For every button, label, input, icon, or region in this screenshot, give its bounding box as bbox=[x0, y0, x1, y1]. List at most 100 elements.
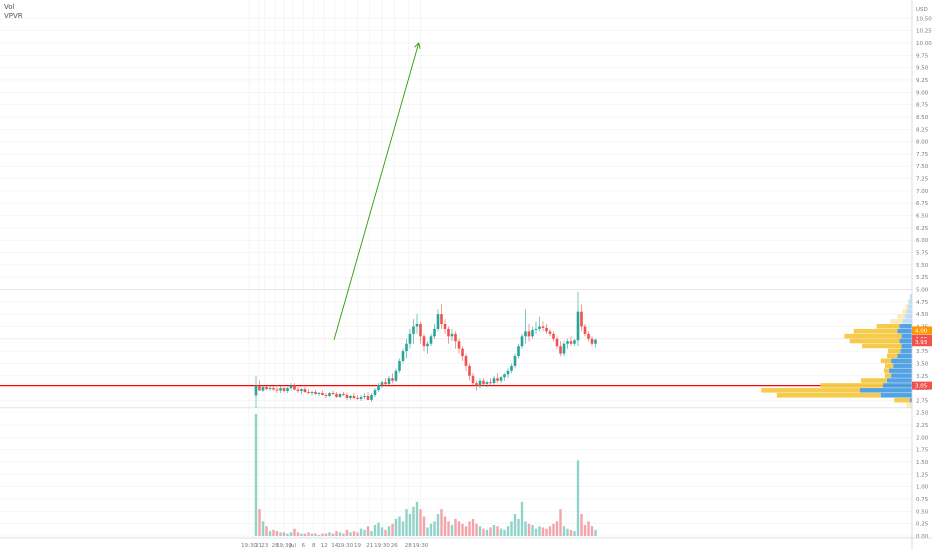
candle bbox=[482, 378, 485, 386]
candle-body bbox=[531, 329, 534, 337]
candle-body bbox=[443, 324, 447, 329]
candle-body bbox=[380, 382, 384, 386]
vpvr-bin-up bbox=[900, 348, 912, 354]
volume-bar bbox=[594, 529, 597, 536]
vpvr-bin-down bbox=[890, 319, 903, 324]
candle bbox=[370, 393, 373, 402]
volume-bar bbox=[405, 509, 408, 536]
candle-body bbox=[587, 333, 590, 339]
candle bbox=[548, 328, 552, 337]
candle bbox=[303, 387, 307, 394]
grid bbox=[0, 0, 912, 537]
candle-body bbox=[307, 392, 310, 394]
volume-bar bbox=[587, 521, 590, 536]
price-tick-label: 1.00 bbox=[916, 485, 929, 491]
candle bbox=[468, 363, 471, 381]
volume-bar bbox=[377, 522, 380, 536]
price-tick-label: 7.00 bbox=[916, 189, 929, 195]
candle-body bbox=[482, 380, 485, 385]
volume-bar bbox=[503, 529, 506, 536]
projection-arrow-layer[interactable] bbox=[333, 42, 421, 340]
volume-bar bbox=[566, 528, 569, 536]
vpvr-bin-down bbox=[905, 304, 908, 309]
candle bbox=[317, 392, 321, 396]
volume-bar bbox=[538, 526, 541, 536]
vpvr-bin-down bbox=[884, 363, 894, 368]
vpvr-bin-up bbox=[882, 383, 912, 388]
volume-bar bbox=[384, 529, 387, 536]
candle-body bbox=[450, 333, 454, 337]
candle-body bbox=[562, 343, 566, 354]
candle-body bbox=[293, 385, 296, 390]
candle-body bbox=[538, 326, 541, 329]
candle bbox=[422, 333, 426, 352]
candle-body bbox=[499, 377, 503, 381]
price-tick-label: 5.75 bbox=[916, 251, 929, 257]
candle bbox=[566, 338, 569, 349]
volume-bar bbox=[468, 521, 471, 536]
indicator-label-vpvr[interactable]: VPVR bbox=[4, 12, 23, 20]
candle bbox=[538, 316, 541, 332]
volume-bar bbox=[531, 525, 534, 536]
candle bbox=[335, 392, 338, 398]
candle bbox=[475, 380, 478, 391]
volume-bar bbox=[548, 526, 552, 536]
volume-bar bbox=[314, 533, 317, 536]
candle-body bbox=[300, 389, 303, 392]
candle bbox=[289, 383, 293, 391]
vpvr-bin-down bbox=[776, 393, 881, 398]
candle-body bbox=[373, 390, 377, 395]
time-tick-label: 19:30 bbox=[276, 543, 292, 549]
price-tick-label: 2.50 bbox=[916, 411, 929, 417]
vpvr-bin-up bbox=[891, 373, 912, 378]
candle-body bbox=[342, 394, 345, 395]
price-tick-label: 9.50 bbox=[916, 66, 929, 72]
price-tick-label: 10.25 bbox=[916, 29, 932, 35]
candle-body bbox=[377, 385, 380, 391]
price-tick-label: 1.75 bbox=[916, 448, 929, 454]
candle-body bbox=[279, 388, 282, 391]
candle bbox=[590, 336, 594, 347]
price-tag-poc: 4.00 bbox=[912, 326, 932, 335]
candle bbox=[559, 341, 562, 357]
price-tick-label: 5.25 bbox=[916, 275, 929, 281]
candle-body bbox=[534, 328, 538, 330]
volume-bar bbox=[440, 509, 443, 536]
volume-bar bbox=[342, 533, 345, 536]
candle-body bbox=[258, 385, 261, 391]
candle bbox=[401, 348, 405, 364]
candle bbox=[485, 380, 489, 388]
candle bbox=[338, 393, 342, 398]
candle-body bbox=[422, 336, 426, 347]
vpvr-bin-up bbox=[893, 363, 912, 368]
vpvr-bin-down bbox=[876, 324, 900, 329]
candle bbox=[447, 326, 450, 344]
candle bbox=[265, 385, 268, 391]
volume-bar bbox=[443, 516, 447, 536]
volume-bar bbox=[398, 516, 401, 536]
price-tick-label: 2.75 bbox=[916, 398, 929, 404]
price-tag-line: 3.05 bbox=[912, 381, 932, 390]
candle bbox=[531, 326, 534, 339]
candle bbox=[356, 394, 359, 400]
candle bbox=[363, 393, 366, 399]
candle bbox=[580, 304, 583, 332]
candle bbox=[328, 392, 331, 397]
time-tick-label: 21 bbox=[366, 543, 373, 549]
candle bbox=[478, 378, 482, 389]
candle bbox=[398, 358, 401, 374]
candle bbox=[450, 328, 454, 342]
volume-bar bbox=[580, 514, 583, 536]
volume-bar bbox=[447, 521, 450, 536]
vpvr-bin-down bbox=[883, 368, 890, 373]
candle bbox=[471, 373, 475, 386]
indicator-label-vol[interactable]: Vol bbox=[4, 3, 15, 11]
volume-bar bbox=[541, 527, 545, 536]
volume-bar bbox=[513, 514, 517, 536]
volume-bar bbox=[450, 525, 454, 536]
candle-body bbox=[524, 331, 527, 337]
candle-body bbox=[468, 365, 471, 376]
candle-body bbox=[541, 326, 545, 328]
candle-body bbox=[419, 324, 422, 337]
